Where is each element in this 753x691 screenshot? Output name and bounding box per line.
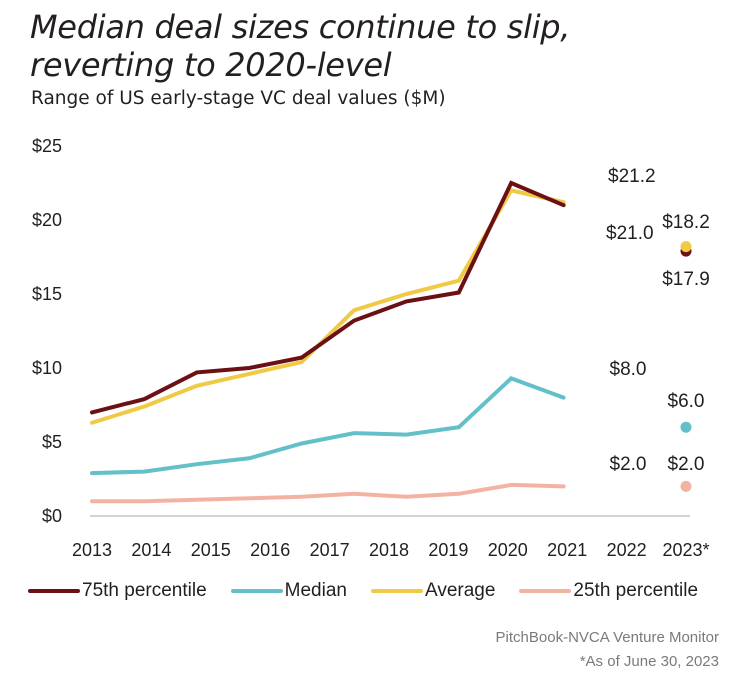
y-tick-label: $15 [32,284,62,304]
data-label: $21.0 [606,223,654,244]
data-point-2023-average [680,241,692,253]
data-label: $2.0 [668,454,705,475]
x-tick-label: 2016 [250,540,290,560]
legend-swatch [28,589,80,593]
data-point-2023-25th-percentile [680,480,692,492]
legend-swatch [370,589,423,593]
x-tick-label: 2022 [607,540,647,560]
legend-label: Average [424,580,496,601]
x-tick-label: 2013 [72,540,112,560]
x-tick-label: 2017 [310,540,350,560]
data-label: $18.2 [662,212,710,233]
legend-label: 75th percentile [82,580,207,601]
legend-item: 75th percentile [28,580,207,602]
source-text: PitchBook-NVCA Venture Monitor [495,629,719,646]
x-tick-label: 2020 [488,540,528,560]
legend-item: 25th percentile [519,580,698,602]
chart-title-text: Median deal sizes continue to slip, rever… [30,8,570,84]
y-tick-label: $20 [32,210,62,230]
x-tick-label: 2014 [131,540,171,560]
legend: 75th percentile Median Average 25th percent… [28,580,722,602]
data-label: $2.0 [610,454,647,475]
title-line-2: reverting to 2020-level [30,46,392,84]
x-tick-label: 2021 [547,540,587,560]
legend-item: Median [230,580,347,602]
chart-subtitle: Range of US early-stage VC deal values (… [31,88,446,109]
y-tick-label: $5 [42,432,62,452]
series-line-75th-percentile [90,180,566,415]
y-tick-label: $25 [32,136,62,156]
legend-label: 25th percentile [573,580,699,601]
legend-swatch [230,589,283,593]
y-tick-label: $10 [32,358,62,378]
legend-swatch [519,589,572,593]
data-label: $6.0 [668,391,705,412]
source-block: PitchBook-NVCA Venture Monitor *As of Ju… [496,626,719,674]
footnote-text: *As of June 30, 2023 [579,653,719,670]
x-tick-label: 2015 [191,540,231,560]
series-line-25th-percentile [90,482,566,504]
x-tick-label: 2019 [428,540,468,560]
legend-label: Median [284,580,347,601]
series-line-median [90,376,566,476]
data-label: $17.9 [662,269,710,290]
y-tick-label: $0 [42,506,62,526]
x-tick-label: 2018 [369,540,409,560]
chart-title: Median deal sizes continue to slip, rever… [30,8,570,84]
line-chart: $0 $5 $10 $15 $20 $25 2013 2014 2015 2016 2017 2018… [32,136,710,560]
data-label: $8.0 [610,359,647,380]
x-tick-label: 2023* [662,540,709,560]
data-label: $21.2 [608,166,656,187]
legend-item: Average [370,580,496,602]
data-point-2023-median [680,421,692,433]
title-line-1: Median deal sizes continue to slip, [30,8,571,46]
